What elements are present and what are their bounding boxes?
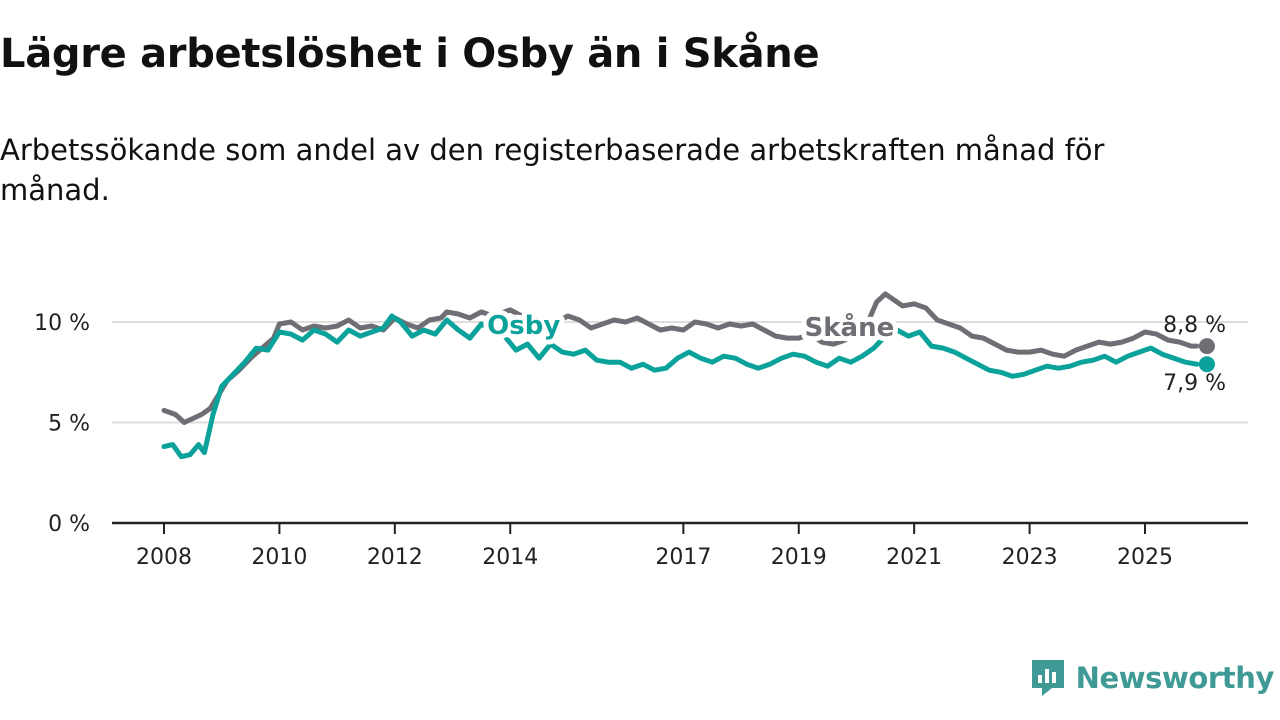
series-label-osby: Osby [487, 311, 560, 341]
x-tick-label: 2017 [655, 545, 711, 570]
x-tick-label: 2021 [886, 545, 942, 570]
y-tick-label: 0 % [48, 512, 90, 537]
series-label-skne: Skåne [805, 311, 895, 343]
x-tick-label: 2012 [367, 545, 423, 570]
x-tick-label: 2010 [251, 545, 307, 570]
chart-title: Lägre arbetslöshet i Osby än i Skåne [0, 31, 820, 77]
y-tick-label: 5 % [48, 412, 90, 437]
end-point-skne [1198, 338, 1215, 355]
series-labels: Skåne Osby 8,8 % 7,9 % [482, 306, 1226, 396]
chart-subtitle: Arbetssökande som andel av den registerb… [0, 133, 1105, 207]
x-tick-label: 2025 [1117, 545, 1173, 570]
end-value-label-osby: 7,9 % [1163, 371, 1226, 396]
brand-name: Newsworthy [1075, 661, 1275, 695]
series-line-osby [161, 313, 1200, 460]
x-tick-label: 2019 [771, 545, 827, 570]
series-lines [161, 291, 1200, 460]
x-tick-label: 2023 [1002, 545, 1058, 570]
x-tick-label: 2014 [482, 545, 538, 570]
series-line-skne [161, 291, 1200, 425]
end-value-label-skne: 8,8 % [1163, 313, 1226, 338]
end-point-osby [1198, 356, 1215, 373]
x-tick-label: 2008 [136, 545, 192, 570]
y-tick-label: 10 % [34, 311, 90, 336]
newsworthy-brand: Newsworthy [1030, 658, 1274, 698]
newsworthy-logo-icon [1031, 660, 1064, 696]
gridlines [112, 321, 1248, 424]
axes: 0 % 5 % 10 % 2008 2010 2012 2014 2017 2019 2021 20… [34, 311, 1248, 570]
